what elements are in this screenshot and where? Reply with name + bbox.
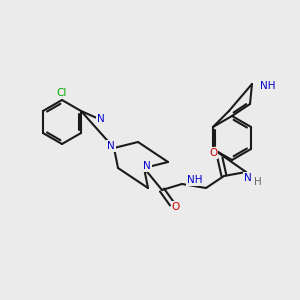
- Text: NH: NH: [260, 81, 275, 91]
- Text: N: N: [107, 141, 115, 151]
- Text: O: O: [209, 148, 217, 158]
- Text: O: O: [172, 202, 180, 212]
- Text: N: N: [143, 161, 151, 171]
- Text: N: N: [244, 173, 252, 183]
- Text: Cl: Cl: [57, 88, 67, 98]
- Text: NH: NH: [187, 175, 203, 185]
- Text: N: N: [97, 114, 105, 124]
- Text: H: H: [254, 177, 262, 187]
